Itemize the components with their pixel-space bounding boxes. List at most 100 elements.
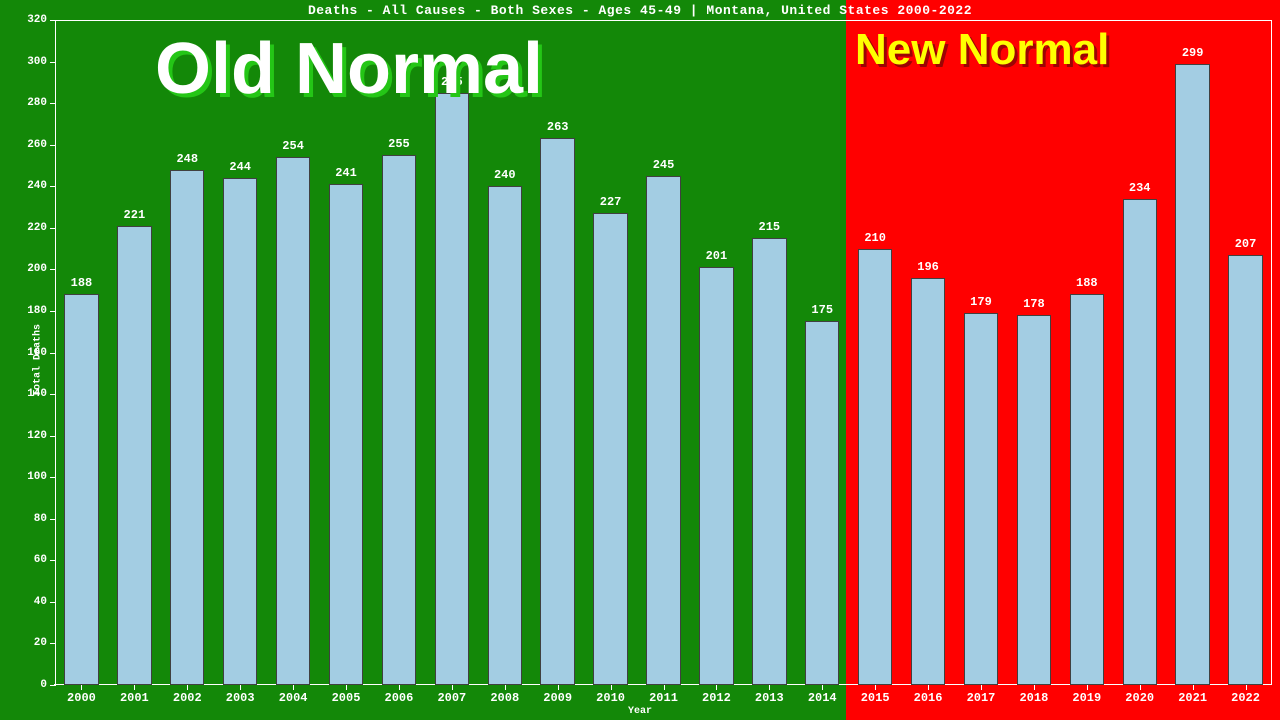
y-tick-label: 100 <box>27 471 47 483</box>
x-tick-mark <box>664 685 665 690</box>
x-tick-label: 2011 <box>649 691 678 705</box>
x-tick-mark <box>505 685 506 690</box>
x-tick-label: 2000 <box>67 691 96 705</box>
y-tick-mark <box>50 436 55 437</box>
y-tick-mark <box>50 62 55 63</box>
y-tick-label: 120 <box>27 430 47 442</box>
x-tick-mark <box>134 685 135 690</box>
y-tick-label: 140 <box>27 388 47 400</box>
y-tick-mark <box>50 477 55 478</box>
x-tick-mark <box>981 685 982 690</box>
y-tick-label: 320 <box>27 14 47 26</box>
bar <box>488 186 522 685</box>
y-tick-mark <box>50 560 55 561</box>
y-axis-line <box>55 20 56 686</box>
bar <box>699 267 733 685</box>
y-tick-mark <box>50 353 55 354</box>
y-tick-mark <box>50 643 55 644</box>
x-tick-mark <box>875 685 876 690</box>
bar-value-label: 215 <box>759 220 781 234</box>
y-tick-label: 260 <box>27 139 47 151</box>
bar <box>858 249 892 685</box>
annotation-text: New Normal <box>855 25 1109 75</box>
bar-value-label: 234 <box>1129 181 1151 195</box>
y-tick-mark <box>50 311 55 312</box>
x-tick-mark <box>399 685 400 690</box>
y-tick-mark <box>50 228 55 229</box>
bar-value-label: 196 <box>917 260 939 274</box>
y-axis-label: Total Deaths <box>33 324 44 396</box>
bar <box>1175 64 1209 685</box>
bar-value-label: 227 <box>600 195 622 209</box>
bar-value-label: 254 <box>282 139 304 153</box>
x-tick-mark <box>1034 685 1035 690</box>
bar <box>805 321 839 685</box>
bar-value-label: 255 <box>388 137 410 151</box>
x-tick-mark <box>1087 685 1088 690</box>
bar <box>1228 255 1262 685</box>
x-tick-mark <box>452 685 453 690</box>
bar-value-label: 221 <box>124 208 146 222</box>
x-tick-mark <box>240 685 241 690</box>
x-tick-label: 2019 <box>1072 691 1101 705</box>
bar-value-label: 299 <box>1182 46 1204 60</box>
y-tick-label: 80 <box>34 513 47 525</box>
x-tick-label: 2020 <box>1125 691 1154 705</box>
x-tick-mark <box>187 685 188 690</box>
x-tick-label: 2013 <box>755 691 784 705</box>
y-tick-label: 160 <box>27 347 47 359</box>
y-tick-mark <box>50 186 55 187</box>
x-tick-mark <box>293 685 294 690</box>
y-tick-label: 0 <box>40 679 47 691</box>
x-tick-label: 2003 <box>226 691 255 705</box>
y-tick-label: 300 <box>27 56 47 68</box>
bar <box>276 157 310 685</box>
y-tick-label: 200 <box>27 263 47 275</box>
y-tick-mark <box>50 685 55 686</box>
y-tick-mark <box>50 145 55 146</box>
bar-value-label: 210 <box>864 231 886 245</box>
bar <box>329 184 363 685</box>
bar <box>1070 294 1104 685</box>
x-tick-label: 2001 <box>120 691 149 705</box>
x-tick-label: 2017 <box>967 691 996 705</box>
bar <box>1123 199 1157 685</box>
y-tick-label: 240 <box>27 180 47 192</box>
x-tick-label: 2005 <box>332 691 361 705</box>
bar <box>223 178 257 685</box>
bar-value-label: 178 <box>1023 297 1045 311</box>
bar-value-label: 175 <box>811 303 833 317</box>
bar <box>646 176 680 685</box>
y-tick-mark <box>50 103 55 104</box>
bar-value-label: 245 <box>653 158 675 172</box>
x-axis-label: Year <box>0 706 1280 717</box>
x-tick-mark <box>81 685 82 690</box>
bar-value-label: 179 <box>970 295 992 309</box>
bar-value-label: 240 <box>494 168 516 182</box>
bar <box>752 238 786 685</box>
y-tick-label: 220 <box>27 222 47 234</box>
y-tick-label: 40 <box>34 596 47 608</box>
bar <box>911 278 945 685</box>
y-tick-mark <box>50 394 55 395</box>
y-tick-mark <box>50 519 55 520</box>
bar-value-label: 188 <box>1076 276 1098 290</box>
x-tick-label: 2021 <box>1178 691 1207 705</box>
x-tick-mark <box>1246 685 1247 690</box>
bar <box>964 313 998 685</box>
bar-value-label: 207 <box>1235 237 1257 251</box>
x-tick-label: 2012 <box>702 691 731 705</box>
y-tick-label: 280 <box>27 97 47 109</box>
x-tick-label: 2008 <box>490 691 519 705</box>
x-tick-mark <box>1140 685 1141 690</box>
x-tick-mark <box>822 685 823 690</box>
x-tick-mark <box>928 685 929 690</box>
bar <box>540 138 574 685</box>
bar <box>382 155 416 685</box>
chart-canvas: Deaths - All Causes - Both Sexes - Ages … <box>0 0 1280 720</box>
bar-value-label: 241 <box>335 166 357 180</box>
annotation-text: Old Normal <box>155 28 543 110</box>
x-tick-label: 2010 <box>596 691 625 705</box>
bar-value-label: 201 <box>706 249 728 263</box>
x-tick-mark <box>769 685 770 690</box>
